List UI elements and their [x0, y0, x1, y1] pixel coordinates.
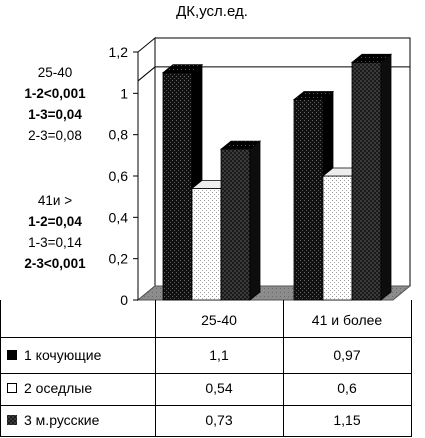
y-tick-label: 0,8	[109, 127, 129, 143]
bar-side	[249, 140, 261, 301]
stats-group-25-40: 25-40 1-2<0,001 1-3=0,04 2-3=0,08	[0, 62, 110, 146]
y-tick-label: 0,4	[109, 209, 129, 225]
y-tick-label: 0,6	[109, 168, 129, 184]
y-tick-label: 1,2	[109, 44, 129, 60]
stats-group-title: 41и >	[37, 193, 73, 208]
chart-title: ДК,усл.ед.	[176, 3, 248, 20]
table-cell: 0,73	[205, 412, 232, 428]
y-tick-label: 1	[120, 85, 128, 101]
bar-front	[191, 187, 222, 301]
table-cell: 1,15	[333, 412, 360, 428]
table-header: 41 и более	[312, 312, 383, 328]
plot-side-wall	[137, 36, 156, 302]
bar-front	[322, 175, 353, 301]
table-row-label: 3 м.русские	[24, 412, 100, 428]
table-cell: 0,6	[337, 380, 357, 396]
table-header: 25-40	[201, 312, 237, 328]
bar-top	[161, 64, 204, 74]
stats-line: 1-3=0,04	[28, 107, 82, 122]
bar-top	[292, 91, 335, 100]
stats-line: 1-3=0,14	[28, 235, 82, 250]
stats-line: 2-3<0,001	[24, 256, 86, 271]
table-cell: 0,97	[333, 347, 360, 363]
bar-top	[219, 140, 262, 150]
y-tick-label: 0	[120, 292, 128, 308]
data-table: 25-40 41 и более 1 кочующие 1,1 0,97 2 о…	[0, 300, 412, 437]
table-cell: 0,54	[205, 380, 232, 396]
stats-line: 1-2=0,04	[28, 214, 82, 229]
bar-front	[351, 61, 382, 301]
bar-side	[380, 53, 392, 301]
table-cell: 1,1	[209, 347, 229, 363]
bar-front	[293, 99, 324, 301]
bar-front	[162, 72, 193, 301]
stats-line: 1-2<0,001	[24, 86, 86, 101]
legend-swatch-2	[7, 383, 17, 393]
stats-line: 2-3=0,08	[28, 128, 82, 143]
legend-swatch-1	[7, 350, 17, 360]
y-tick-label: 0,2	[109, 251, 129, 267]
bar-front	[220, 148, 251, 301]
legend-swatch-3	[7, 415, 17, 425]
stats-group-title: 25-40	[37, 65, 73, 80]
bar-top	[350, 53, 393, 63]
gridline	[137, 66, 410, 82]
table-row-label: 1 кочующие	[24, 347, 102, 363]
stats-group-41-plus: 41и > 1-2=0,04 1-3=0,14 2-3<0,001	[0, 190, 110, 274]
table-row-label: 2 оседлые	[24, 380, 92, 396]
